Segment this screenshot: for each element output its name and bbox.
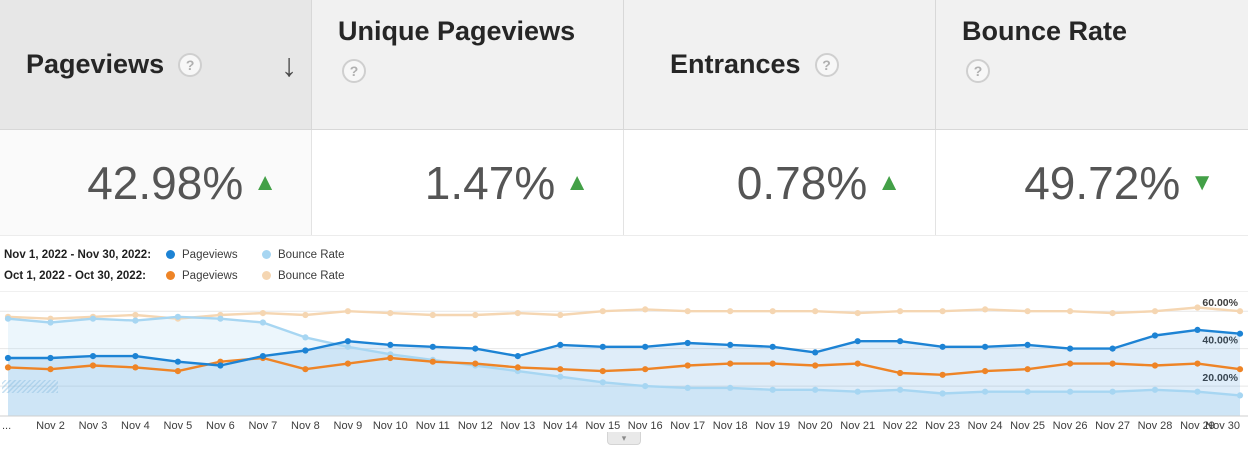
trend-up-icon: ▲	[565, 168, 589, 196]
svg-text:Nov 27: Nov 27	[1095, 420, 1130, 432]
metric-cell-unique-pageviews: 1.47% ▲	[312, 130, 624, 235]
chevron-down-icon: ▾	[621, 432, 627, 443]
svg-text:Nov 24: Nov 24	[968, 420, 1003, 432]
svg-text:Nov 12: Nov 12	[458, 420, 493, 432]
help-icon[interactable]: ?	[966, 59, 990, 83]
legend-series-label: Pageviews	[182, 248, 238, 261]
trend-up-icon: ▲	[877, 168, 901, 196]
column-label-pageviews: Pageviews	[26, 49, 165, 79]
svg-text:Nov 11: Nov 11	[416, 420, 450, 432]
legend-date-range: Oct 1, 2022 - Oct 30, 2022:	[4, 269, 146, 282]
column-header-bounce-rate[interactable]: Bounce Rate ?	[936, 0, 1248, 129]
series-dot-icon	[262, 271, 271, 280]
svg-text:Nov 10: Nov 10	[373, 420, 408, 432]
svg-text:Nov 8: Nov 8	[291, 420, 320, 432]
svg-text:Nov 29: Nov 29	[1180, 420, 1215, 432]
legend-item-pageviews-current: Pageviews	[166, 249, 262, 261]
svg-text:Nov 3: Nov 3	[79, 420, 108, 432]
trend-down-icon: ▼	[1190, 168, 1214, 196]
svg-text:Nov 23: Nov 23	[925, 420, 960, 432]
metrics-header-row: Pageviews ? ↓ Unique Pageviews ? Entranc…	[0, 0, 1248, 130]
svg-text:60.00%: 60.00%	[1202, 297, 1238, 309]
metric-value: 49.72%	[1024, 156, 1181, 209]
help-icon[interactable]: ?	[178, 52, 203, 77]
chart-collapse-toggle[interactable]: ▾	[607, 432, 641, 445]
metric-value: 1.47%	[424, 156, 556, 209]
svg-text:40.00%: 40.00%	[1202, 335, 1238, 347]
help-icon[interactable]: ?	[814, 52, 839, 77]
svg-text:20.00%: 20.00%	[1202, 372, 1238, 384]
comparison-line-chart[interactable]: 20.00% 40.00% 60.00%... Nov 2 Nov 3 Nov 4 Nov …	[0, 292, 1248, 432]
svg-text:Nov 18: Nov 18	[713, 420, 748, 432]
svg-text:Nov 28: Nov 28	[1138, 420, 1173, 432]
metrics-values-row: 42.98% ▲ 1.47% ▲ 0.78% ▲ 49.72% ▼	[0, 130, 1248, 236]
chart-legend: Nov 1, 2022 - Nov 30, 2022: Pageviews Bo…	[0, 236, 1248, 286]
svg-text:Nov 22: Nov 22	[883, 420, 918, 432]
svg-text:Nov 5: Nov 5	[164, 420, 193, 432]
metric-cell-entrances: 0.78% ▲	[624, 130, 936, 235]
svg-text:Nov 16: Nov 16	[628, 420, 663, 432]
svg-text:Nov 15: Nov 15	[585, 420, 620, 432]
svg-text:...: ...	[2, 420, 11, 432]
legend-date-range: Nov 1, 2022 - Nov 30, 2022:	[4, 248, 152, 261]
column-label-entrances: Entrances	[670, 49, 801, 79]
legend-item-bounce-rate-previous: Bounce Rate	[262, 270, 358, 282]
svg-text:Nov 4: Nov 4	[121, 420, 150, 432]
trend-up-icon: ▲	[253, 168, 277, 196]
series-dot-icon	[262, 250, 271, 259]
svg-text:Nov 9: Nov 9	[334, 420, 363, 432]
metric-value: 42.98%	[87, 156, 244, 209]
help-icon[interactable]: ?	[342, 59, 366, 83]
svg-text:Nov 25: Nov 25	[1010, 420, 1045, 432]
svg-text:Nov 17: Nov 17	[670, 420, 705, 432]
svg-text:Nov 7: Nov 7	[249, 420, 278, 432]
metric-cell-pageviews: 42.98% ▲	[0, 130, 312, 235]
column-label-bounce-rate: Bounce Rate	[962, 16, 1128, 46]
legend-row-previous-period: Oct 1, 2022 - Oct 30, 2022: Pageviews Bo…	[4, 265, 1248, 286]
metric-cell-bounce-rate: 49.72% ▼	[936, 130, 1248, 235]
svg-text:Nov 2: Nov 2	[36, 420, 65, 432]
svg-text:Nov 20: Nov 20	[798, 420, 833, 432]
legend-row-current-period: Nov 1, 2022 - Nov 30, 2022: Pageviews Bo…	[4, 244, 1248, 265]
chart-area: 20.00% 40.00% 60.00%... Nov 2 Nov 3 Nov 4 Nov …	[0, 291, 1248, 432]
svg-text:Nov 6: Nov 6	[206, 420, 235, 432]
svg-text:Nov 19: Nov 19	[755, 420, 790, 432]
legend-series-label: Bounce Rate	[278, 248, 345, 261]
column-header-pageviews[interactable]: Pageviews ? ↓	[0, 0, 312, 129]
legend-series-label: Pageviews	[182, 269, 238, 282]
svg-text:Nov 30: Nov 30	[1205, 420, 1240, 432]
svg-text:Nov 21: Nov 21	[840, 420, 875, 432]
column-header-unique-pageviews[interactable]: Unique Pageviews ?	[312, 0, 624, 129]
legend-item-bounce-rate-current: Bounce Rate	[262, 249, 358, 261]
series-dot-icon	[166, 250, 175, 259]
legend-item-pageviews-previous: Pageviews	[166, 270, 262, 282]
svg-text:Nov 14: Nov 14	[543, 420, 578, 432]
svg-text:Nov 26: Nov 26	[1053, 420, 1088, 432]
legend-series-label: Bounce Rate	[278, 269, 345, 282]
svg-text:Nov 13: Nov 13	[500, 420, 535, 432]
column-header-entrances[interactable]: Entrances ?	[624, 0, 936, 129]
series-dot-icon	[166, 271, 175, 280]
metric-value: 0.78%	[736, 156, 868, 209]
sort-descending-icon[interactable]: ↓	[281, 46, 297, 83]
column-label-unique-pageviews: Unique Pageviews	[338, 16, 576, 46]
